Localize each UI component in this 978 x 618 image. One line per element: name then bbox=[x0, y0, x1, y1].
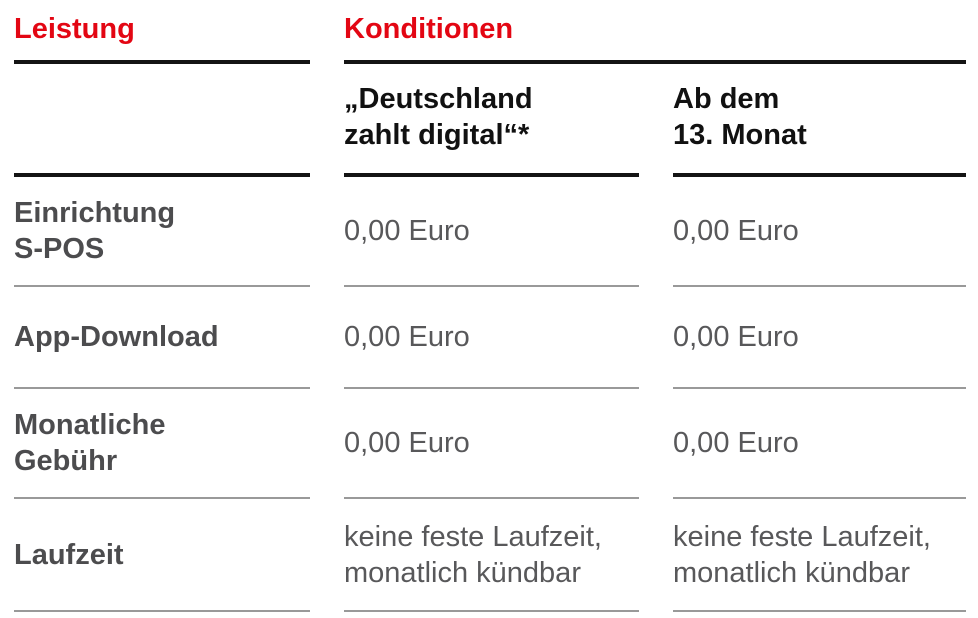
row-value-deutschland-zahlt-digital: 0,00 Euro bbox=[344, 177, 639, 287]
row-value-deutschland-zahlt-digital: 0,00 Euro bbox=[344, 389, 639, 499]
table-row-laufzeit: Laufzeit keine feste Laufzeit, monatlich… bbox=[14, 499, 966, 612]
row-value-ab-dem-13-monat: 0,00 Euro bbox=[673, 389, 966, 499]
table-subheader-row: „Deutschland zahlt digital“* Ab dem 13. … bbox=[14, 64, 966, 177]
row-label: Monatliche Gebühr bbox=[14, 389, 310, 499]
row-label: Laufzeit bbox=[14, 499, 310, 612]
row-value-deutschland-zahlt-digital: 0,00 Euro bbox=[344, 287, 639, 389]
row-value-ab-dem-13-monat: 0,00 Euro bbox=[673, 177, 966, 287]
table-header-row: Leistung Konditionen bbox=[14, 0, 966, 64]
row-label: App-Download bbox=[14, 287, 310, 389]
row-value-ab-dem-13-monat: 0,00 Euro bbox=[673, 287, 966, 389]
row-value-deutschland-zahlt-digital: keine feste Laufzeit, monatlich kündbar bbox=[344, 499, 639, 612]
subheader-deutschland-zahlt-digital: „Deutschland zahlt digital“* bbox=[344, 64, 639, 177]
table-row-einrichtung-s-pos: Einrichtung S-POS 0,00 Euro 0,00 Euro bbox=[14, 177, 966, 287]
subheader-ab-dem-13-monat: Ab dem 13. Monat bbox=[673, 64, 966, 177]
col-header-leistung-label: Leistung bbox=[14, 13, 135, 45]
col-header-leistung: Leistung bbox=[14, 0, 310, 64]
subheader-empty-cell bbox=[14, 64, 310, 177]
col-header-konditionen-label: Konditionen bbox=[344, 13, 514, 45]
row-label: Einrichtung S-POS bbox=[14, 177, 310, 287]
table-row-app-download: App-Download 0,00 Euro 0,00 Euro bbox=[14, 287, 966, 389]
col-header-konditionen: Konditionen bbox=[344, 0, 966, 64]
table-row-monatliche-gebuehr: Monatliche Gebühr 0,00 Euro 0,00 Euro bbox=[14, 389, 966, 499]
row-value-ab-dem-13-monat: keine feste Laufzeit, monatlich kündbar bbox=[673, 499, 966, 612]
